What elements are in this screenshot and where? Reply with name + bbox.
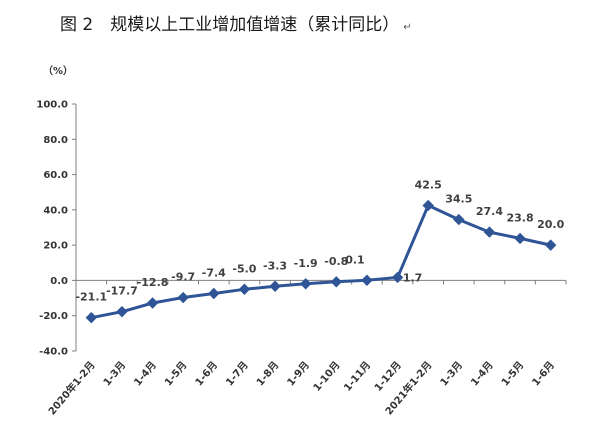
x-tick-label: 1-3月 [438, 359, 465, 388]
data-point-marker [146, 297, 159, 309]
data-point-marker [361, 274, 373, 286]
x-tick-label: 2020年1-2月 [45, 359, 97, 418]
y-tick-label: 0.0 [50, 276, 68, 287]
y-tick-label: 100.0 [36, 100, 68, 111]
data-point-marker [85, 311, 98, 324]
data-label: -3.3 [263, 259, 287, 272]
data-point-marker [177, 291, 189, 304]
data-label: 1.7 [403, 271, 423, 284]
data-label: -17.7 [106, 285, 138, 298]
x-tick-label: 1-4月 [132, 359, 159, 388]
y-axis-unit-label: （%） [43, 66, 74, 77]
data-point-marker [391, 271, 404, 284]
data-label: -0.8 [324, 255, 348, 268]
data-point-marker [330, 276, 343, 288]
data-label: 27.4 [476, 205, 503, 218]
data-label: 23.8 [506, 211, 533, 224]
data-label: 0.1 [345, 253, 365, 266]
data-point-marker [483, 226, 496, 238]
data-label: -5.0 [232, 262, 256, 275]
return-mark-icon: ↵ [403, 22, 412, 33]
x-tick-label: 1-10月 [311, 359, 343, 394]
data-point-marker [422, 199, 434, 212]
data-label: -7.4 [202, 266, 226, 279]
data-point-marker [116, 305, 128, 318]
data-point-marker [269, 280, 281, 292]
data-label: -9.7 [171, 271, 195, 284]
x-tick-label: 1-4月 [468, 359, 495, 388]
data-point-marker [544, 239, 557, 251]
data-label: -12.8 [137, 276, 169, 289]
x-tick-label: 1-7月 [223, 359, 250, 388]
chart-title: 图 2 规模以上工业增加值增速（累计同比） ↵ [60, 10, 412, 35]
x-tick-label: 1-12月 [372, 359, 404, 394]
chart-title-text: 图 2 规模以上工业增加值增速（累计同比） [60, 15, 400, 35]
y-tick-label: -40.0 [39, 347, 68, 358]
y-tick-label: -20.0 [39, 311, 68, 322]
y-tick-label: 80.0 [43, 135, 68, 146]
data-label: 42.5 [415, 178, 442, 191]
data-point-marker [514, 232, 526, 245]
x-tick-label: 1-6月 [193, 359, 220, 388]
y-tick-label: 60.0 [43, 170, 68, 181]
y-tick-label: 40.0 [43, 205, 68, 216]
x-tick-label: 1-9月 [285, 359, 312, 388]
data-point-marker [208, 287, 220, 300]
x-tick-label: 1-3月 [101, 359, 128, 388]
x-tick-label: 1-5月 [499, 359, 526, 388]
y-tick-label: 20.0 [43, 241, 68, 252]
data-point-marker [299, 278, 312, 290]
series-line [91, 203, 552, 320]
data-label: 34.5 [445, 193, 472, 206]
x-tick-label: 1-11月 [342, 359, 374, 394]
data-point-marker [238, 283, 251, 295]
data-label: -1.9 [294, 257, 318, 270]
data-label: 20.0 [537, 218, 564, 231]
x-tick-label: 1-8月 [254, 359, 281, 388]
x-tick-label: 1-5月 [162, 359, 189, 388]
data-label: -21.1 [75, 291, 107, 304]
data-point-marker [453, 213, 465, 226]
x-tick-label: 1-6月 [530, 359, 557, 388]
